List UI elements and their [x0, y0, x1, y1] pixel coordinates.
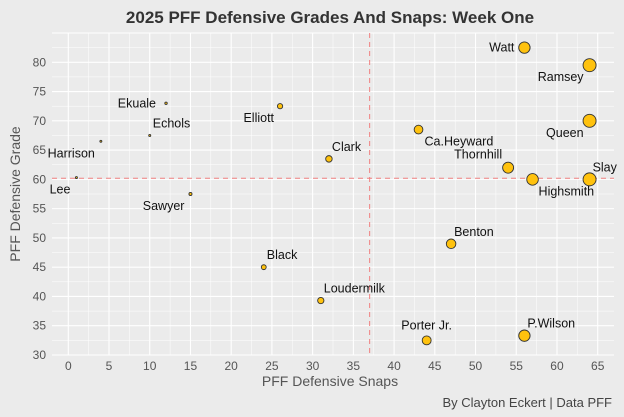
data-point	[148, 133, 152, 137]
point-label: Ekuale	[118, 96, 156, 110]
x-tick-label: 5	[106, 359, 113, 373]
data-point	[421, 335, 432, 346]
point-label: Harrison	[48, 146, 95, 160]
point-label: Loudermilk	[324, 282, 386, 296]
x-tick-label: 10	[143, 359, 157, 373]
point-label: Clark	[332, 140, 362, 154]
point-label: P.Wilson	[527, 317, 575, 331]
x-tick-label: 30	[306, 359, 320, 373]
y-tick-label: 60	[33, 172, 47, 186]
y-tick-label: 70	[33, 114, 47, 128]
y-tick-label: 50	[33, 231, 47, 245]
data-point	[502, 161, 515, 174]
data-point	[445, 238, 457, 249]
point-label: Ramsey	[538, 70, 585, 84]
data-point	[99, 139, 103, 143]
chart-title: 2025 PFF Defensive Grades And Snaps: Wee…	[126, 8, 534, 27]
x-axis-label: PFF Defensive Snaps	[262, 373, 398, 389]
point-label: Lee	[50, 183, 71, 197]
data-point	[317, 296, 325, 305]
point-label: Highsmith	[539, 184, 595, 198]
data-point	[413, 124, 424, 135]
data-point	[518, 329, 531, 342]
data-point	[518, 41, 531, 54]
y-tick-label: 45	[33, 260, 47, 274]
y-tick-label: 80	[33, 55, 47, 69]
x-tick-label: 60	[550, 359, 564, 373]
data-point	[188, 192, 193, 196]
data-point	[582, 113, 597, 128]
x-tick-label: 55	[510, 359, 524, 373]
x-tick-label: 40	[387, 359, 401, 373]
grid-lines	[52, 32, 614, 356]
point-label: Benton	[454, 225, 494, 239]
point-label: Ca.Heyward	[425, 135, 494, 149]
data-point	[325, 155, 333, 163]
data-points	[74, 41, 597, 346]
y-tick-label: 35	[33, 319, 47, 333]
point-label: Black	[267, 248, 298, 262]
point-label: Thornhill	[454, 148, 502, 162]
data-point	[74, 176, 78, 180]
x-tick-label: 15	[184, 359, 198, 373]
data-point	[582, 172, 597, 187]
data-point	[526, 173, 539, 186]
x-tick-label: 20	[225, 359, 239, 373]
data-point	[276, 103, 284, 110]
x-tick-label: 25	[265, 359, 279, 373]
point-label: Sawyer	[143, 199, 185, 213]
x-tick-label: 35	[347, 359, 361, 373]
x-tick-label: 50	[469, 359, 483, 373]
point-label: Echols	[153, 116, 191, 130]
point-label: Elliott	[243, 111, 274, 125]
point-label: Slay	[593, 160, 618, 174]
x-tick-label: 45	[428, 359, 442, 373]
data-point	[582, 58, 597, 73]
data-point	[164, 101, 168, 105]
data-point	[260, 264, 267, 271]
y-tick-label: 65	[33, 143, 47, 157]
y-axis-label: PFF Defensive Grade	[7, 126, 23, 262]
x-axis-ticks: 0 5 10 15 20 25 30 35 40 45 50 55 60 65	[65, 359, 605, 373]
y-tick-label: 75	[33, 85, 47, 99]
x-tick-label: 65	[591, 359, 605, 373]
point-label: Porter Jr.	[401, 318, 452, 332]
reference-lines	[52, 33, 614, 355]
y-axis-ticks: 30 35 40 45 50 55 60 65 70 75 80	[33, 55, 47, 362]
point-label: Watt	[489, 41, 515, 55]
y-tick-label: 30	[33, 348, 47, 362]
y-tick-label: 40	[33, 289, 47, 303]
chart-caption: By Clayton Eckert | Data PFF	[442, 395, 612, 410]
x-tick-label: 0	[65, 359, 72, 373]
y-tick-label: 55	[33, 202, 47, 216]
point-label: Queen	[546, 126, 584, 140]
point-labels: Watt Ramsey Queen Ekuale Elliott Echols Harris…	[48, 41, 618, 333]
